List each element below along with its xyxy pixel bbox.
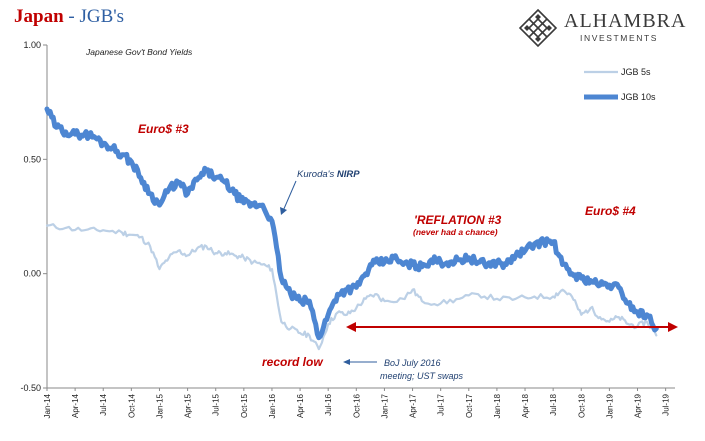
x-tick-label: Oct-18 <box>577 393 586 418</box>
annotation-red-arrowhead-right <box>668 322 678 332</box>
annotation-arrowhead-boj <box>343 359 350 365</box>
annotation-nirp-bold: NIRP <box>337 169 360 180</box>
x-tick-label: Jul-18 <box>549 393 558 415</box>
chart-annotations: Euro$ #3 Kuroda's NIRP 'REFLATION #3(never… <box>138 122 678 381</box>
y-tick-label: 1.00 <box>23 40 41 50</box>
series-line-jgb10 <box>44 106 659 341</box>
x-tick-label: Apr-17 <box>409 393 418 418</box>
title-rest: JGB's <box>79 6 125 27</box>
chart-title: Japan - JGB's <box>14 6 124 28</box>
x-tick-label: Jul-16 <box>324 393 333 415</box>
x-tick-label: Oct-15 <box>240 393 249 418</box>
x-tick-label: Apr-16 <box>296 393 305 418</box>
annotation-arrowhead-kuroda <box>280 207 287 215</box>
annotation-never-chance: (never had a chance) <box>413 227 498 237</box>
annotation-red-arrowhead-left <box>346 322 356 332</box>
annotation-kuroda-text: Kuroda's <box>297 169 337 180</box>
annotation-euro4: Euro$ #4 <box>585 204 636 218</box>
x-tick-label: Oct-17 <box>465 393 474 418</box>
annotation-reflation3: 'REFLATION #3 <box>414 213 502 227</box>
x-tick-label: Jan-14 <box>43 393 52 418</box>
x-tick-label: Jan-15 <box>155 393 164 418</box>
x-tick-label: Jul-14 <box>99 393 108 415</box>
logo-subtitle: INVESTMENTS <box>580 33 659 43</box>
diamond-lattice-icon <box>518 8 558 48</box>
x-tick-label: Jan-16 <box>268 393 277 418</box>
legend-label: JGB 5s <box>621 67 651 77</box>
chart-subtitle: Japanese Gov't Bond Yields <box>85 47 193 57</box>
x-tick-label: Jan-18 <box>493 393 502 418</box>
x-tick-label: Jan-17 <box>380 393 389 418</box>
annotation-record-low: record low <box>262 355 323 369</box>
x-tick-label: Jul-17 <box>437 393 446 415</box>
annotation-kuroda-nirp: Kuroda's NIRP <box>297 169 360 180</box>
title-country: Japan <box>14 6 64 27</box>
x-tick-label: Jul-15 <box>212 393 221 415</box>
y-tick-label: 0.00 <box>23 269 41 279</box>
x-tick-label: Apr-15 <box>184 393 193 418</box>
x-tick-label: Jan-19 <box>605 393 614 418</box>
alhambra-logo: ALHAMBRA INVESTMENTS <box>518 8 698 48</box>
y-tick-label: -0.50 <box>20 383 41 393</box>
x-tick-label: Oct-14 <box>127 393 136 418</box>
annotation-boj-line2: meeting; UST swaps <box>380 371 464 381</box>
y-tick-label: 0.50 <box>23 154 41 164</box>
x-tick-label: Apr-14 <box>71 393 80 418</box>
logo-name: ALHAMBRA <box>564 10 687 32</box>
series-line-jgb5 <box>45 223 658 351</box>
annotation-arrow-kuroda <box>282 180 297 212</box>
x-tick-label: Apr-19 <box>634 393 643 418</box>
x-tick-label: Jul-19 <box>662 393 671 415</box>
title-separator: - <box>63 6 80 27</box>
chart-legend: JGB 5s JGB 10s <box>584 67 656 102</box>
chart-series <box>44 106 659 351</box>
annotation-euro3: Euro$ #3 <box>138 122 189 136</box>
x-tick-label: Oct-16 <box>352 393 361 418</box>
x-tick-label: Apr-18 <box>521 393 530 418</box>
annotation-boj-line1: BoJ July 2016 <box>384 358 441 368</box>
legend-label: JGB 10s <box>621 92 656 102</box>
